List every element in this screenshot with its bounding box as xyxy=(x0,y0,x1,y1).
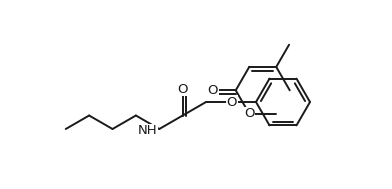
Text: O: O xyxy=(207,84,218,97)
Text: O: O xyxy=(178,83,188,96)
Text: NH: NH xyxy=(138,125,157,138)
Text: O: O xyxy=(244,107,254,120)
Text: O: O xyxy=(227,95,237,108)
